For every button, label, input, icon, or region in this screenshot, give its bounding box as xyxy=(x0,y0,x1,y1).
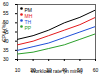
svg-text:60: 60 xyxy=(3,1,9,7)
svg-text:35: 35 xyxy=(3,47,9,53)
svg-text:MH: MH xyxy=(24,13,33,19)
svg-text:CPU (%): CPU (%) xyxy=(1,22,7,42)
svg-text:60: 60 xyxy=(93,67,99,73)
svg-text:TH: TH xyxy=(24,19,32,25)
svg-text:30: 30 xyxy=(3,56,9,62)
svg-text:55: 55 xyxy=(3,10,9,16)
svg-text:PP: PP xyxy=(25,25,32,31)
svg-text:Workload rate (in mins): Workload rate (in mins) xyxy=(31,68,83,74)
svg-text:PM: PM xyxy=(24,7,32,14)
svg-text:10: 10 xyxy=(15,67,21,73)
